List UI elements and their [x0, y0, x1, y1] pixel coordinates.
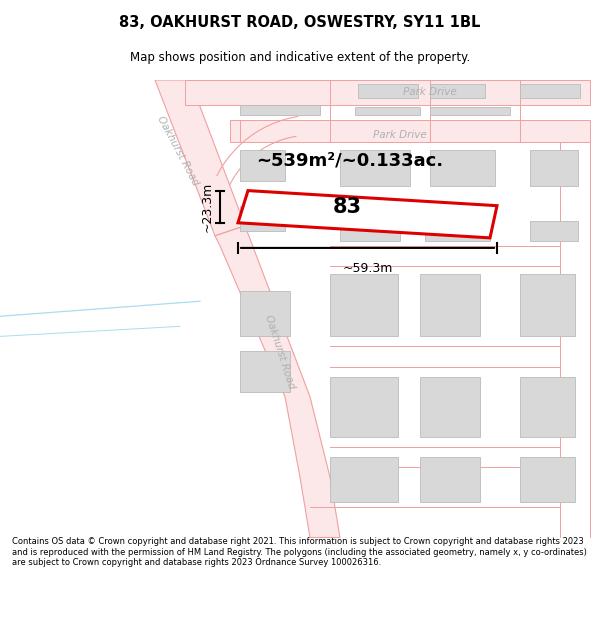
Bar [520, 84, 580, 98]
Bar [430, 107, 510, 115]
Text: 83, OAKHURST ROAD, OSWESTRY, SY11 1BL: 83, OAKHURST ROAD, OSWESTRY, SY11 1BL [119, 15, 481, 30]
Bar [240, 206, 285, 231]
Bar [430, 151, 495, 186]
Text: ~539m²/~0.133ac.: ~539m²/~0.133ac. [256, 151, 443, 169]
Bar [330, 377, 398, 437]
Text: Map shows position and indicative extent of the property.: Map shows position and indicative extent… [130, 51, 470, 64]
Polygon shape [238, 191, 497, 238]
Bar [240, 151, 285, 181]
Bar [355, 107, 420, 115]
Bar [530, 221, 578, 241]
Bar [420, 274, 480, 336]
Bar [430, 84, 485, 98]
Bar [425, 216, 490, 241]
Bar [520, 274, 575, 336]
Bar [240, 291, 290, 336]
Text: Oakhurst Road: Oakhurst Road [155, 114, 200, 187]
Text: ~23.3m: ~23.3m [201, 182, 214, 232]
Polygon shape [155, 80, 245, 236]
Polygon shape [230, 120, 590, 142]
Bar [330, 457, 398, 503]
Text: ~59.3m: ~59.3m [343, 262, 392, 275]
Bar [530, 151, 578, 186]
Bar [520, 377, 575, 437]
Text: Contains OS data © Crown copyright and database right 2021. This information is : Contains OS data © Crown copyright and d… [12, 538, 587, 568]
Bar [420, 457, 480, 503]
Text: 83: 83 [333, 197, 362, 217]
Text: Oakhurst Road: Oakhurst Road [263, 313, 297, 390]
Bar [240, 351, 290, 392]
Bar [420, 377, 480, 437]
Text: Park Drive: Park Drive [403, 87, 457, 97]
Bar [340, 151, 410, 186]
Bar [340, 216, 400, 241]
Polygon shape [215, 226, 340, 538]
Bar [520, 457, 575, 503]
Text: Park Drive: Park Drive [373, 130, 427, 140]
Bar [358, 84, 418, 98]
Bar [240, 105, 320, 115]
Bar [330, 274, 398, 336]
Polygon shape [185, 80, 590, 105]
